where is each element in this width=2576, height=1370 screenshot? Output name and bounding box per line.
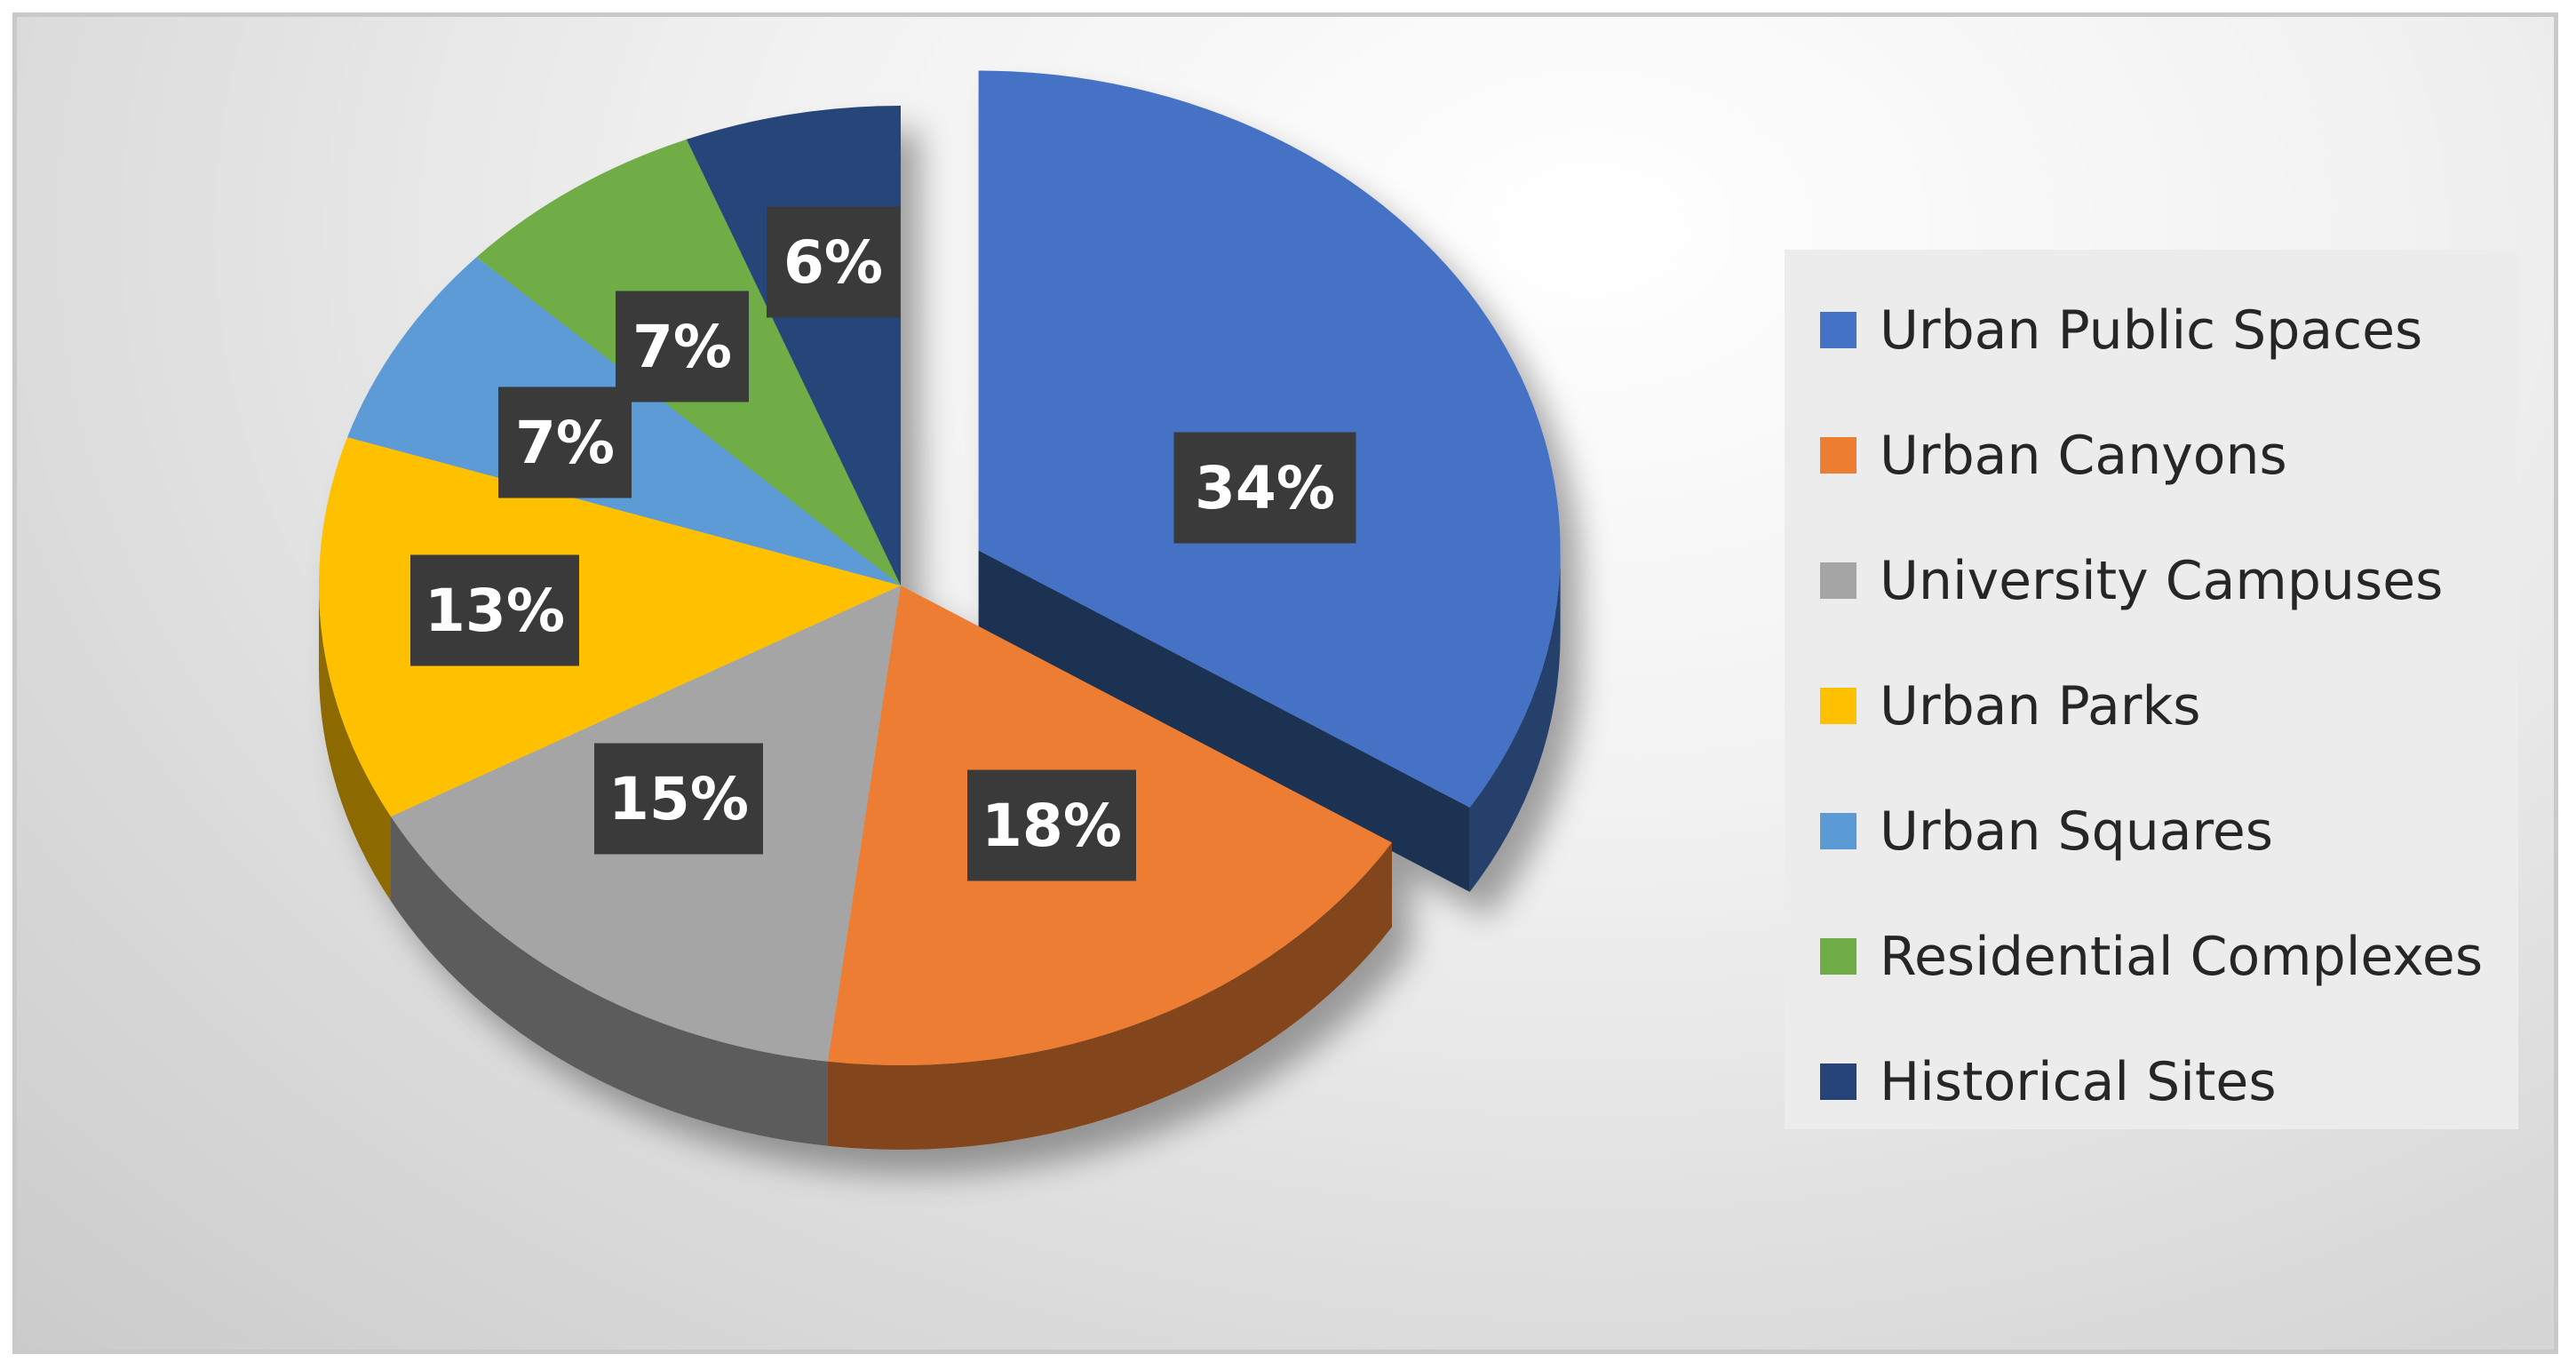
data-label-box bbox=[410, 554, 579, 666]
legend-label: Historical Sites bbox=[1880, 1050, 2277, 1113]
legend-label: Urban Squares bbox=[1880, 800, 2274, 863]
legend-label: Urban Canyons bbox=[1880, 424, 2287, 487]
pie-sides bbox=[319, 550, 1561, 1151]
legend-swatch bbox=[1820, 437, 1856, 474]
data-label-text: 13% bbox=[425, 577, 565, 645]
data-label-text: 34% bbox=[1195, 454, 1335, 522]
legend-item-historical-sites: Historical Sites bbox=[1785, 1019, 2518, 1144]
data-label-text: 15% bbox=[608, 765, 749, 833]
legend-label: Urban Parks bbox=[1880, 674, 2201, 737]
data-label-text: 18% bbox=[982, 792, 1122, 860]
data-label-urban-parks: 13% bbox=[410, 554, 579, 666]
data-label-urban-canyons: 18% bbox=[967, 769, 1136, 881]
legend: Urban Public Spaces Urban Canyons Universi… bbox=[1785, 250, 2518, 1129]
data-label-residential-complexes: 7% bbox=[616, 291, 749, 402]
data-label-urban-public-spaces: 34% bbox=[1173, 432, 1356, 544]
legend-swatch bbox=[1820, 938, 1856, 975]
pie-chart: 34% 18% 15% 13% 7%7% 6% bbox=[319, 70, 1561, 1151]
pie-side-urban-public-spaces bbox=[1469, 550, 1561, 892]
legend-swatch bbox=[1820, 813, 1856, 849]
legend-item-urban-parks: Urban Parks bbox=[1785, 643, 2518, 769]
legend-label: Residential Complexes bbox=[1880, 925, 2484, 988]
data-label-box bbox=[594, 743, 763, 855]
data-label-box bbox=[967, 769, 1136, 881]
data-label-text: 6% bbox=[783, 228, 883, 297]
legend-swatch bbox=[1820, 688, 1856, 724]
chart-frame: 34% 18% 15% 13% 7% 7% 6% Urban Public Spaces Ur… bbox=[12, 12, 2558, 1354]
pie-cut-face-urban-public-spaces bbox=[978, 550, 1470, 892]
data-label-box bbox=[767, 206, 900, 318]
legend-label: University Campuses bbox=[1880, 549, 2444, 612]
legend-item-urban-squares: Urban Squares bbox=[1785, 769, 2518, 894]
legend-label: Urban Public Spaces bbox=[1880, 299, 2423, 362]
legend-swatch bbox=[1820, 1063, 1856, 1100]
legend-item-residential-complexes: Residential Complexes bbox=[1785, 894, 2518, 1019]
data-label-historical-sites: 6% bbox=[767, 206, 900, 318]
data-label-urban-squares: 7% bbox=[498, 386, 632, 498]
data-label-university-campuses: 15% bbox=[594, 743, 763, 855]
pie-side-urban-canyons bbox=[827, 842, 1393, 1151]
data-label-text: 7% bbox=[632, 313, 732, 381]
data-label-box bbox=[498, 386, 632, 498]
legend-swatch bbox=[1820, 562, 1856, 599]
data-label-text: 7% bbox=[515, 409, 615, 477]
pie-data-labels: 34% 18% 15% 13% 7%7% 6% bbox=[410, 206, 1356, 881]
data-label-box bbox=[1173, 432, 1356, 544]
pie-side-urban-parks bbox=[319, 585, 392, 902]
legend-item-urban-canyons: Urban Canyons bbox=[1785, 393, 2518, 518]
legend-swatch bbox=[1820, 312, 1856, 348]
legend-item-university-campuses: University Campuses bbox=[1785, 518, 2518, 643]
pie-slice-urban-parks bbox=[319, 437, 902, 817]
pie-side-university-campuses bbox=[391, 816, 828, 1146]
data-label-box bbox=[616, 291, 749, 402]
legend-item-urban-public-spaces: Urban Public Spaces bbox=[1785, 267, 2518, 393]
